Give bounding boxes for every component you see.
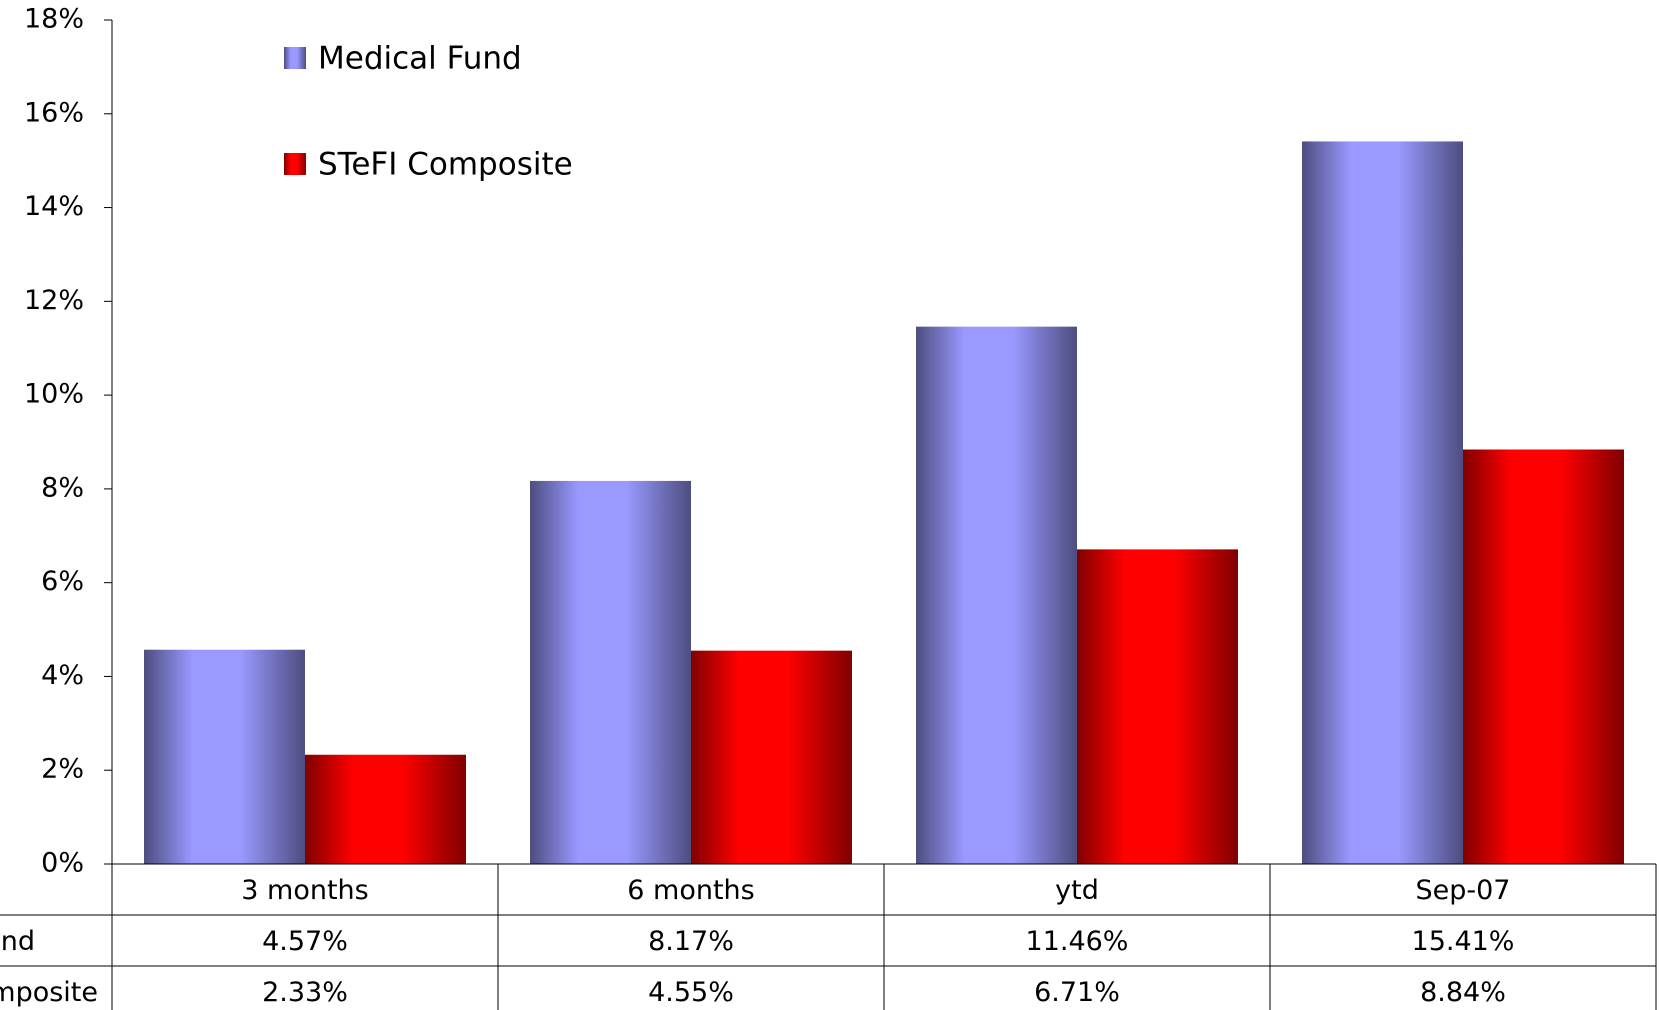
table-value: 6.71%	[1034, 977, 1120, 1008]
y-tick-label: 8%	[41, 472, 84, 503]
bar	[691, 650, 852, 864]
y-tick-label: 10%	[24, 379, 84, 410]
legend-swatch	[284, 153, 306, 175]
table-value: 11.46%	[1026, 926, 1129, 957]
y-tick-label: 0%	[41, 848, 84, 879]
x-tick-label: Sep-07	[1416, 875, 1511, 906]
bar	[916, 326, 1077, 864]
bar	[1077, 549, 1238, 864]
bar	[305, 754, 466, 864]
table-value: 2.33%	[262, 977, 348, 1008]
table-row-label: STeFI Composite	[0, 977, 98, 1008]
legend-label: Medical Fund	[318, 41, 522, 77]
table-value: 4.55%	[648, 977, 734, 1008]
y-tick-label: 2%	[41, 754, 84, 785]
table-value: 15.41%	[1412, 926, 1515, 957]
table-value: 8.17%	[648, 926, 734, 957]
bar	[1302, 141, 1463, 865]
y-tick-label: 4%	[41, 660, 84, 691]
x-tick-label: 3 months	[241, 875, 368, 906]
y-tick-label: 16%	[24, 97, 84, 128]
legend-label: STeFI Composite	[318, 147, 573, 183]
table-row-label: Medical Fund	[0, 926, 35, 957]
x-tick-label: 6 months	[627, 875, 754, 906]
x-tick-label: ytd	[1055, 875, 1099, 906]
table-value: 4.57%	[262, 926, 348, 957]
table-value: 8.84%	[1420, 977, 1506, 1008]
bar	[530, 480, 691, 864]
legend: Medical Fund STeFI Composite	[284, 41, 573, 183]
bar	[144, 649, 305, 864]
y-tick-label: 18%	[24, 4, 84, 35]
y-tick-label: 6%	[41, 566, 84, 597]
y-tick-label: 12%	[24, 285, 84, 316]
bar	[1463, 449, 1624, 864]
legend-swatch	[284, 47, 306, 69]
y-tick-label: 14%	[24, 191, 84, 222]
